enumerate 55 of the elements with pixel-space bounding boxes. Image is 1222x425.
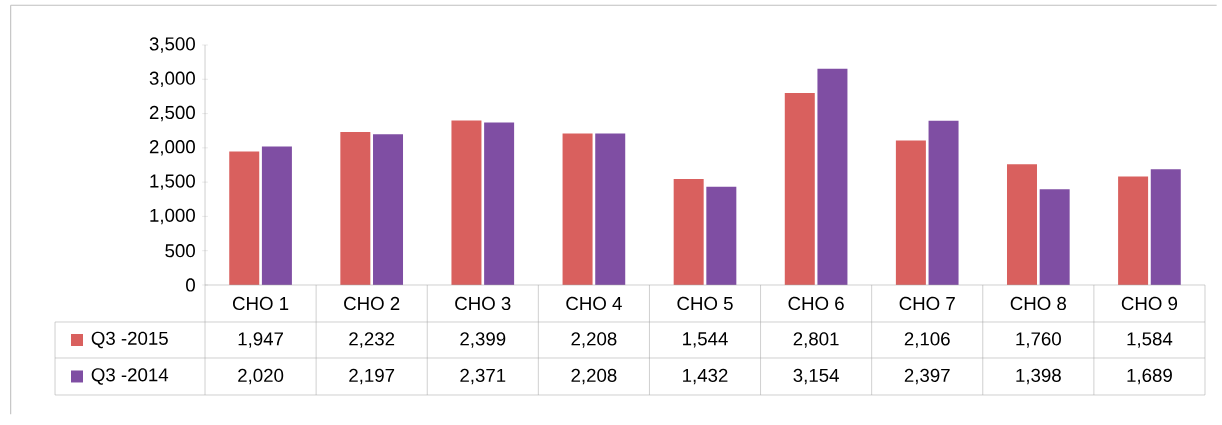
data-label: 1,398: [1016, 368, 1061, 385]
data-label: 1,947: [238, 332, 283, 348]
bar: [1006, 164, 1037, 285]
bar: [817, 68, 848, 285]
bar: [1118, 176, 1149, 285]
x-tick-label: CHO 2: [344, 296, 400, 311]
bar: [484, 122, 515, 285]
bar: [1150, 169, 1181, 285]
bar: [261, 146, 292, 285]
bar: [562, 133, 593, 285]
data-label: 2,232: [349, 332, 395, 348]
data-label: 2,106: [904, 332, 950, 348]
data-label: 1,689: [1127, 368, 1172, 385]
x-tick-label: CHO 4: [566, 296, 622, 311]
y-tick-label: 0: [186, 278, 195, 292]
x-tick-label: CHO 3: [455, 296, 511, 311]
data-label: 1,760: [1016, 332, 1061, 348]
y-tick-label: 1,000: [150, 208, 195, 225]
data-label: 1,432: [683, 368, 728, 385]
bar: [595, 133, 626, 285]
bar: [895, 140, 926, 285]
data-label: 2,197: [349, 368, 395, 385]
data-label: 2,020: [238, 368, 284, 385]
bar: [673, 179, 704, 285]
y-tick-label: 1,500: [150, 174, 195, 190]
bar: [340, 131, 371, 285]
y-tick-label: 2,000: [149, 140, 195, 156]
bar: [373, 134, 404, 285]
x-tick-label: CHO 6: [788, 296, 844, 311]
data-label: 2,801: [793, 332, 839, 348]
legend-label: Q3 -2014: [91, 368, 169, 385]
bar: [928, 120, 959, 285]
data-label: 2,399: [460, 332, 506, 348]
y-tick-label: 2,500: [149, 105, 195, 122]
y-tick-label: 3,000: [149, 71, 195, 87]
legend-label: Q3 -2015: [91, 331, 168, 349]
bar: [706, 186, 737, 285]
bar: [1039, 189, 1070, 285]
y-tick-label: 3,500: [149, 37, 195, 53]
bar: [229, 151, 260, 285]
bar: [451, 120, 482, 285]
data-label: 2,208: [571, 332, 617, 348]
x-tick-label: CHO 8: [1010, 296, 1067, 311]
data-label: 1,584: [1127, 332, 1173, 348]
data-label: 2,371: [460, 368, 506, 385]
x-tick-label: CHO 5: [677, 296, 733, 311]
bar: [784, 92, 815, 285]
x-tick-label: CHO 9: [1121, 296, 1178, 311]
data-label: 1,544: [683, 332, 728, 348]
data-label: 2,397: [904, 368, 950, 385]
data-label: 3,154: [793, 368, 839, 385]
x-tick-label: CHO 1: [232, 296, 289, 311]
data-label: 2,208: [571, 368, 617, 385]
y-tick-label: 500: [165, 244, 195, 258]
x-tick-label: CHO 7: [899, 296, 955, 311]
